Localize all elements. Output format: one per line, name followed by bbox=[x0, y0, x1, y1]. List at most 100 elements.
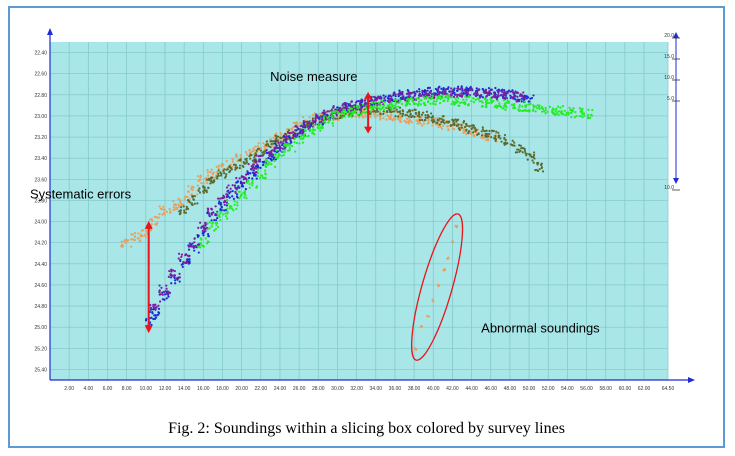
sounding-point bbox=[503, 133, 507, 137]
sounding-point bbox=[551, 109, 554, 112]
sounding-point bbox=[395, 102, 398, 105]
sounding-point bbox=[390, 101, 393, 104]
sounding-point bbox=[542, 107, 545, 111]
sounding-point bbox=[279, 146, 282, 149]
sounding-point bbox=[572, 107, 575, 110]
sounding-point bbox=[236, 204, 239, 207]
y-tick-label: 23.40 bbox=[34, 156, 47, 162]
sounding-point bbox=[302, 135, 306, 138]
sounding-point bbox=[460, 123, 463, 126]
sounding-point bbox=[509, 90, 512, 93]
sounding-point bbox=[205, 189, 208, 192]
sounding-point bbox=[455, 124, 458, 127]
sounding-point bbox=[179, 209, 182, 212]
sounding-point bbox=[384, 95, 387, 98]
sounding-point bbox=[544, 108, 547, 111]
sounding-point bbox=[196, 234, 199, 237]
sounding-point bbox=[449, 87, 453, 90]
sounding-point bbox=[285, 128, 288, 131]
sounding-point bbox=[202, 185, 205, 188]
sounding-point bbox=[414, 102, 417, 105]
sounding-point bbox=[196, 235, 200, 238]
sounding-point bbox=[424, 90, 427, 93]
sounding-point bbox=[197, 251, 200, 254]
sounding-point bbox=[319, 113, 322, 116]
sounding-point bbox=[196, 184, 199, 187]
sounding-point bbox=[274, 142, 277, 145]
sounding-point bbox=[405, 117, 409, 120]
sounding-point bbox=[537, 105, 541, 109]
sounding-point bbox=[408, 118, 411, 121]
sounding-point bbox=[207, 177, 211, 180]
sounding-point bbox=[358, 104, 361, 108]
y-tick-label: 23.20 bbox=[34, 135, 47, 141]
sounding-point bbox=[206, 174, 210, 177]
sounding-point bbox=[439, 102, 442, 105]
sounding-point bbox=[172, 203, 176, 206]
sounding-point bbox=[169, 210, 172, 213]
sounding-point bbox=[457, 85, 460, 88]
sounding-point bbox=[487, 91, 490, 94]
sounding-point bbox=[173, 279, 177, 282]
sounding-point bbox=[522, 91, 525, 94]
sounding-point bbox=[179, 259, 182, 262]
sounding-point bbox=[141, 234, 144, 238]
sounding-point bbox=[374, 116, 377, 119]
sounding-point bbox=[319, 129, 322, 132]
sounding-point bbox=[383, 104, 386, 107]
sounding-point bbox=[534, 169, 537, 172]
sounding-point bbox=[512, 106, 515, 110]
sounding-point bbox=[312, 129, 315, 132]
sounding-point bbox=[406, 92, 409, 95]
sounding-point bbox=[373, 113, 377, 116]
sounding-point bbox=[222, 213, 225, 216]
y-tick-label: 25.20 bbox=[34, 346, 47, 352]
sounding-point bbox=[150, 218, 153, 221]
sounding-point bbox=[178, 280, 181, 283]
sounding-point bbox=[374, 99, 377, 102]
sounding-point bbox=[274, 139, 277, 143]
sounding-point bbox=[375, 109, 379, 112]
sounding-point bbox=[139, 233, 143, 236]
sounding-point bbox=[485, 129, 488, 132]
x-tick-label: 42.00 bbox=[446, 386, 459, 392]
sounding-point bbox=[217, 174, 220, 177]
sounding-point bbox=[434, 116, 437, 120]
sounding-point bbox=[591, 108, 594, 112]
sounding-point bbox=[464, 103, 467, 106]
sounding-point bbox=[437, 96, 440, 100]
sounding-point bbox=[217, 167, 221, 170]
systematic-arrow-down-icon bbox=[144, 325, 153, 334]
sounding-point bbox=[120, 245, 123, 248]
sounding-point bbox=[315, 115, 318, 118]
sounding-point bbox=[538, 168, 541, 171]
sounding-point bbox=[272, 142, 275, 145]
sounding-point bbox=[353, 104, 356, 107]
sounding-point bbox=[364, 106, 367, 110]
sounding-point bbox=[377, 101, 380, 105]
sounding-point bbox=[190, 202, 194, 205]
sounding-point bbox=[404, 114, 407, 117]
sounding-point bbox=[208, 212, 211, 215]
sounding-point bbox=[308, 120, 311, 123]
sounding-point bbox=[537, 161, 540, 164]
sounding-point bbox=[133, 231, 137, 235]
sounding-point bbox=[259, 154, 262, 157]
sounding-point bbox=[532, 106, 535, 109]
sounding-point bbox=[485, 106, 488, 109]
sounding-point bbox=[497, 136, 500, 139]
y-tick-label: 24.60 bbox=[34, 283, 47, 289]
sounding-point bbox=[173, 276, 176, 279]
sounding-point bbox=[527, 153, 531, 156]
sounding-point bbox=[296, 134, 299, 137]
sounding-point bbox=[252, 172, 256, 175]
sounding-point bbox=[157, 307, 161, 310]
sounding-point bbox=[340, 108, 343, 111]
sounding-point bbox=[238, 190, 241, 193]
sounding-point bbox=[251, 159, 254, 162]
sounding-point bbox=[323, 119, 327, 122]
sounding-point bbox=[484, 100, 488, 104]
sounding-point bbox=[590, 114, 594, 117]
sounding-point bbox=[361, 108, 364, 111]
systematic-errors-label: Systematic errors bbox=[30, 186, 132, 201]
